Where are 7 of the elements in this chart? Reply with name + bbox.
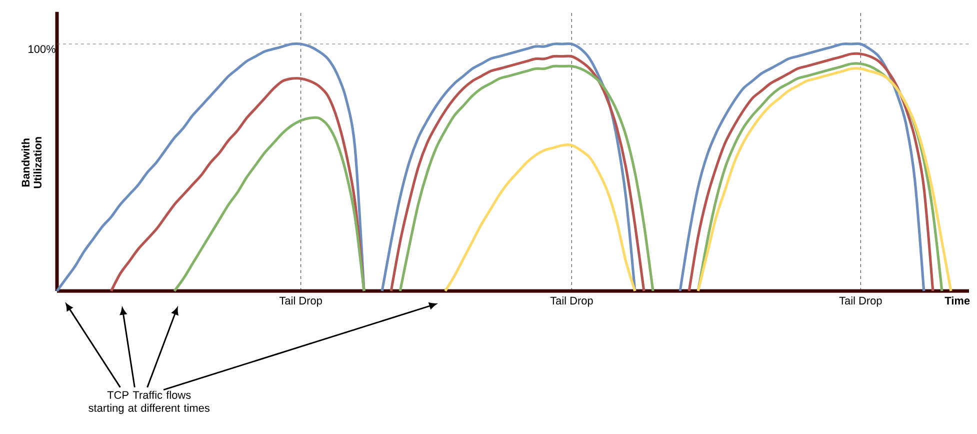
x-tick-label: Tail Drop <box>279 296 322 307</box>
y-axis-title: Bandwith Utilization <box>21 137 42 188</box>
ref-line-label: 100% <box>28 45 56 53</box>
x-tick-label: Tail Drop <box>839 296 882 307</box>
x-tick-label: Tail Drop <box>550 296 593 307</box>
x-axis-title: Time <box>944 296 970 305</box>
text: TCP Traffic flows starting at different times <box>88 390 210 414</box>
